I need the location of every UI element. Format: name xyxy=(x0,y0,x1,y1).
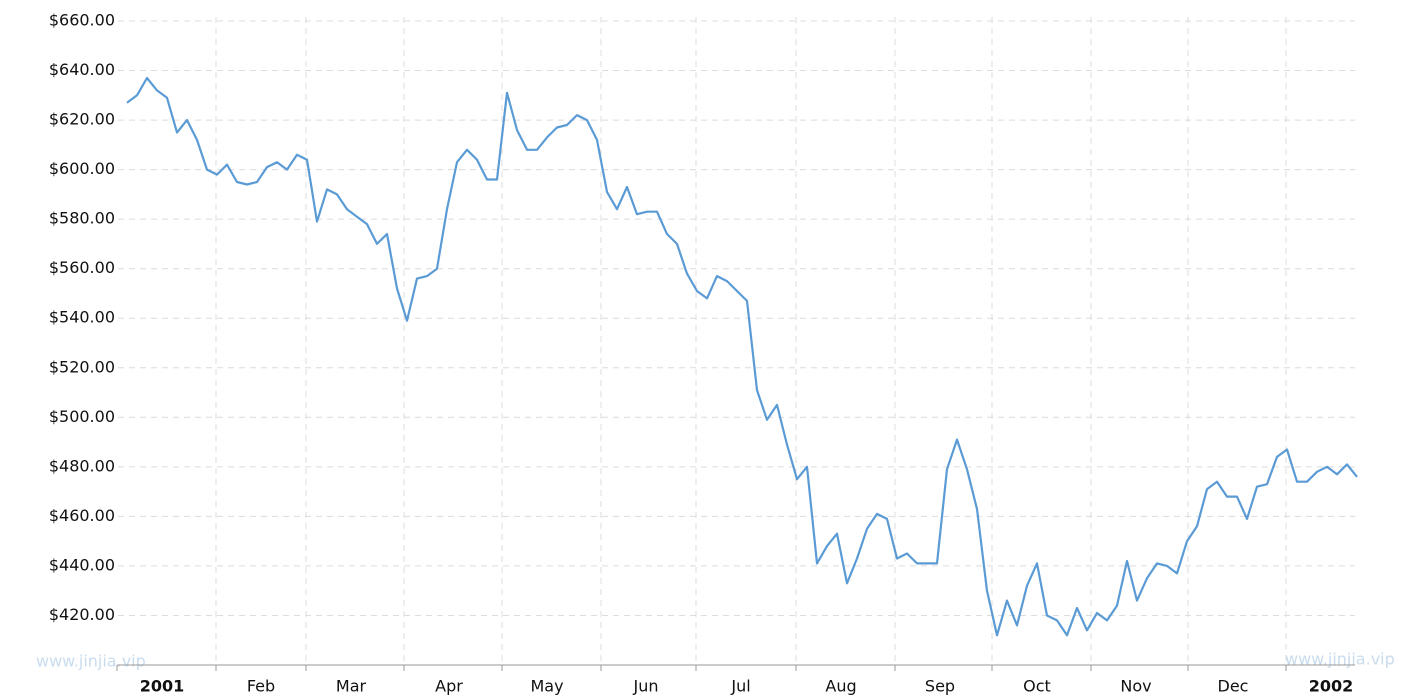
y-tick-label: $460.00 xyxy=(49,506,115,525)
x-tick-label: Dec xyxy=(1218,677,1249,696)
price-line xyxy=(126,76,1358,637)
x-tick-label: Feb xyxy=(247,677,275,696)
x-tick-label: Aug xyxy=(825,677,856,696)
y-tick-label: $560.00 xyxy=(49,258,115,277)
x-tick-label: 2002 xyxy=(1309,677,1354,696)
x-tick-label: 2001 xyxy=(140,677,185,696)
x-tick-label: Oct xyxy=(1023,677,1051,696)
x-tick-label: Apr xyxy=(435,677,463,696)
y-tick-label: $480.00 xyxy=(49,456,115,475)
x-tick-label: Jul xyxy=(730,677,750,696)
y-tick-label: $640.00 xyxy=(49,60,115,79)
y-tick-label: $500.00 xyxy=(49,407,115,426)
y-tick-label: $660.00 xyxy=(49,11,115,30)
x-tick-label: Nov xyxy=(1120,677,1151,696)
y-tick-label: $420.00 xyxy=(49,605,115,624)
x-tick-label: Mar xyxy=(336,677,367,696)
watermark: www.jinjia.vip xyxy=(36,652,146,671)
x-tick-label: Jun xyxy=(633,677,659,696)
y-tick-label: $600.00 xyxy=(49,159,115,178)
x-tick-label: May xyxy=(530,677,563,696)
y-tick-label: $620.00 xyxy=(49,110,115,129)
y-tick-label: $520.00 xyxy=(49,357,115,376)
y-tick-label: $540.00 xyxy=(49,308,115,327)
y-tick-label: $580.00 xyxy=(49,209,115,228)
x-tick-label: Sep xyxy=(925,677,955,696)
y-tick-label: $440.00 xyxy=(49,555,115,574)
watermark: www.jinjia.vip xyxy=(1285,650,1395,669)
